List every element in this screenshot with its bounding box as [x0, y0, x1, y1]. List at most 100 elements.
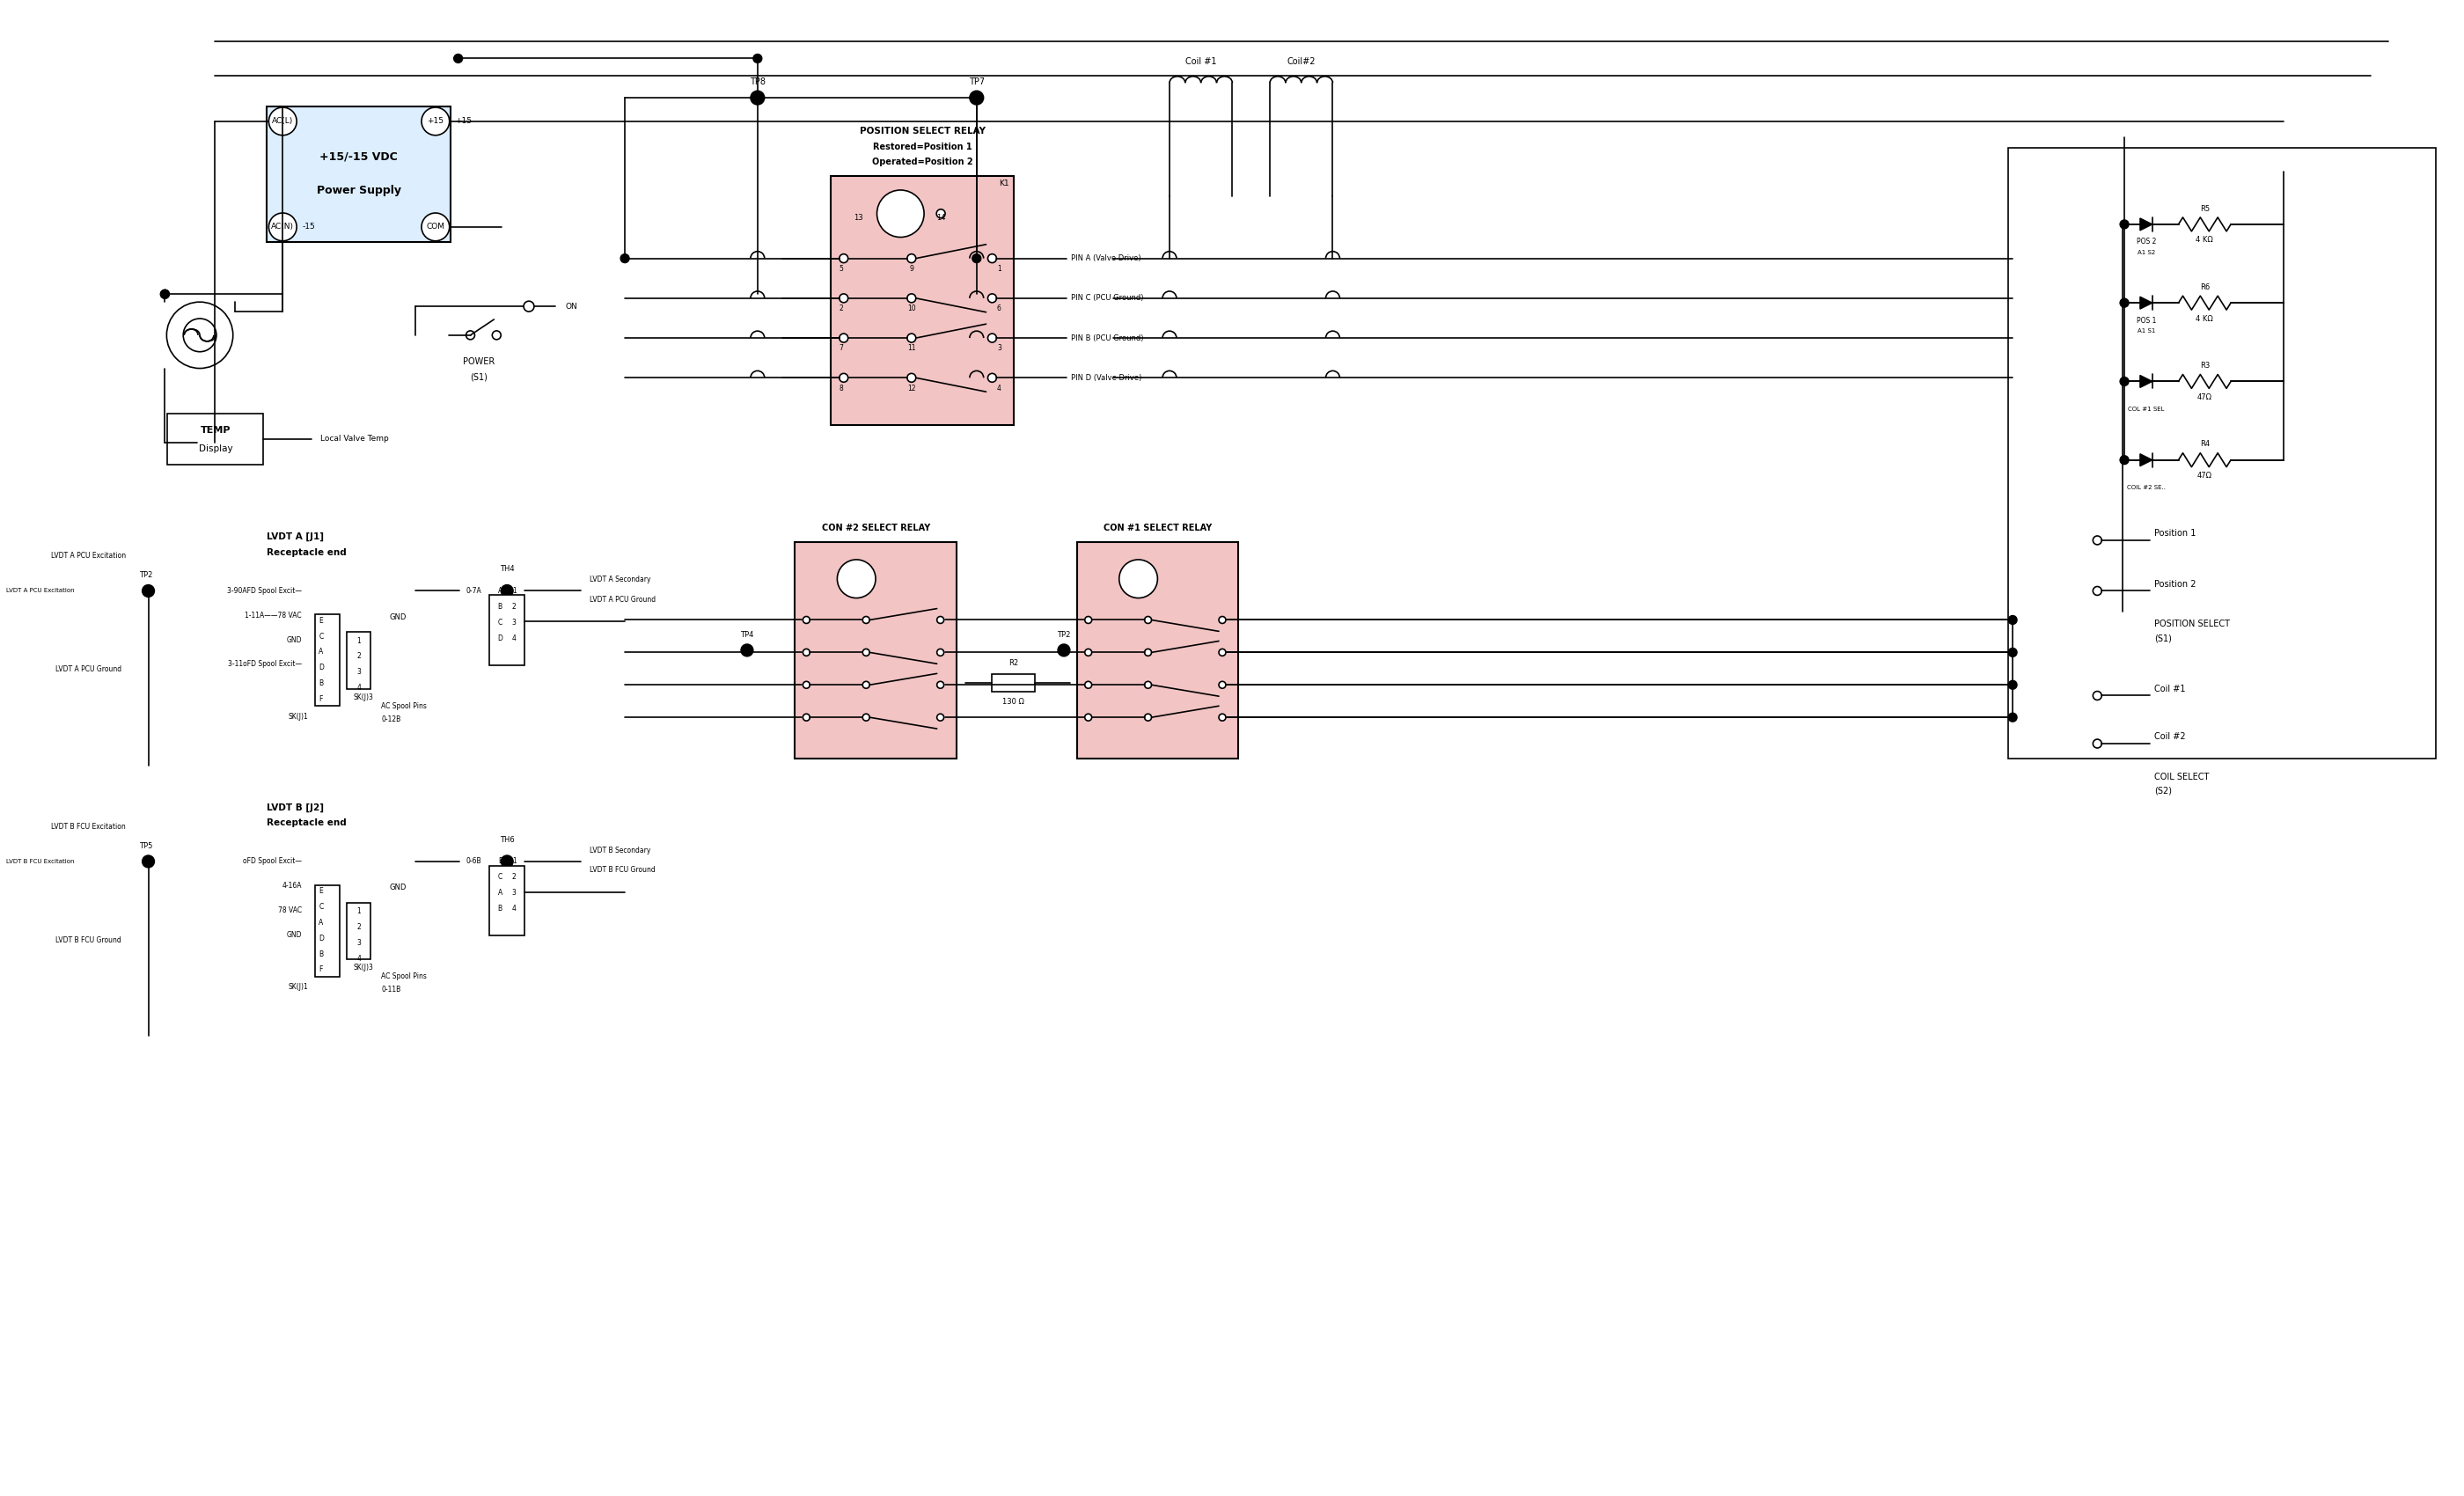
- Text: +15: +15: [456, 117, 471, 126]
- Text: 2: 2: [838, 305, 843, 313]
- Circle shape: [1119, 560, 1158, 598]
- Text: A1 S2: A1 S2: [2136, 250, 2156, 254]
- Circle shape: [1084, 649, 1092, 655]
- Text: 4 KΩ: 4 KΩ: [2195, 236, 2213, 244]
- Text: A: A: [498, 889, 503, 896]
- Circle shape: [493, 331, 500, 340]
- Text: 4: 4: [998, 384, 1000, 392]
- Polygon shape: [2141, 375, 2151, 387]
- Text: Display: Display: [200, 444, 232, 453]
- Text: E: E: [498, 857, 503, 865]
- Circle shape: [2119, 220, 2129, 229]
- Circle shape: [1220, 714, 1225, 721]
- Circle shape: [1146, 649, 1151, 655]
- Text: 0-7A: 0-7A: [466, 586, 480, 595]
- Circle shape: [2008, 681, 2018, 690]
- Text: C: C: [318, 633, 323, 640]
- Circle shape: [1146, 681, 1151, 688]
- Circle shape: [1220, 616, 1225, 624]
- Text: 4: 4: [357, 954, 360, 962]
- Circle shape: [2092, 691, 2102, 700]
- Text: TH4: TH4: [500, 565, 515, 573]
- Circle shape: [838, 560, 875, 598]
- Bar: [991, 675, 1035, 691]
- Circle shape: [862, 649, 870, 655]
- Circle shape: [862, 714, 870, 721]
- Circle shape: [1220, 649, 1225, 655]
- Text: B: B: [498, 905, 503, 913]
- Text: 1: 1: [513, 586, 515, 595]
- Text: PIN C (PCU Ground): PIN C (PCU Ground): [1072, 295, 1143, 302]
- Text: AC(N): AC(N): [271, 223, 293, 230]
- Circle shape: [143, 585, 155, 597]
- Circle shape: [907, 293, 917, 302]
- Text: Coil #1: Coil #1: [1185, 57, 1217, 66]
- Text: A: A: [318, 648, 323, 655]
- Circle shape: [862, 616, 870, 624]
- Bar: [266, 106, 451, 242]
- Circle shape: [1146, 714, 1151, 721]
- Circle shape: [1146, 616, 1151, 624]
- Text: TP5: TP5: [138, 842, 153, 850]
- Text: Coil#2: Coil#2: [1286, 57, 1316, 66]
- Circle shape: [988, 254, 995, 263]
- Text: 3: 3: [357, 938, 360, 947]
- Text: COM: COM: [426, 223, 444, 230]
- Text: +15: +15: [426, 117, 444, 126]
- Text: TP2: TP2: [1057, 631, 1072, 639]
- Text: TP2: TP2: [138, 571, 153, 579]
- Text: LVDT A [J1]: LVDT A [J1]: [266, 533, 325, 542]
- Text: 4: 4: [513, 634, 515, 642]
- Circle shape: [2092, 739, 2102, 748]
- Bar: [796, 542, 956, 758]
- Text: 3: 3: [998, 344, 1000, 353]
- Text: 0-6B: 0-6B: [466, 857, 480, 865]
- Circle shape: [168, 302, 234, 368]
- Circle shape: [453, 54, 463, 63]
- Text: A: A: [318, 919, 323, 926]
- Text: TP4: TP4: [739, 631, 754, 639]
- Circle shape: [936, 714, 944, 721]
- Text: LVDT B [J2]: LVDT B [J2]: [266, 803, 325, 812]
- Circle shape: [2119, 299, 2129, 307]
- Text: PIN B (PCU Ground): PIN B (PCU Ground): [1072, 334, 1143, 343]
- Text: 3: 3: [513, 618, 515, 627]
- Text: 4: 4: [357, 684, 360, 691]
- Bar: [1077, 542, 1239, 758]
- Circle shape: [973, 254, 981, 263]
- Text: Coil #1: Coil #1: [2154, 684, 2186, 693]
- Text: Receptacle end: Receptacle end: [266, 818, 347, 827]
- Text: GND: GND: [389, 613, 407, 621]
- Text: (S1): (S1): [471, 373, 488, 381]
- Circle shape: [1084, 681, 1092, 688]
- Text: (S1): (S1): [2154, 634, 2171, 642]
- Text: SK(J)3: SK(J)3: [352, 963, 375, 972]
- Text: C: C: [498, 874, 503, 881]
- Circle shape: [936, 681, 944, 688]
- Text: LVDT B FCU Excitation: LVDT B FCU Excitation: [52, 823, 126, 830]
- Text: COL #1 SEL: COL #1 SEL: [2129, 407, 2163, 411]
- Circle shape: [2008, 648, 2018, 657]
- Circle shape: [840, 293, 848, 302]
- Text: Position 1: Position 1: [2154, 530, 2195, 537]
- Text: 0-12B: 0-12B: [382, 715, 402, 723]
- Text: 3-11oFD Spool Excit—: 3-11oFD Spool Excit—: [227, 660, 303, 669]
- Text: Restored=Position 1: Restored=Position 1: [872, 142, 973, 151]
- Text: POS 1: POS 1: [2136, 316, 2156, 325]
- Text: TP7: TP7: [968, 78, 986, 87]
- Circle shape: [752, 91, 764, 105]
- Text: B: B: [318, 950, 323, 957]
- Text: 47Ω: 47Ω: [2198, 471, 2213, 480]
- Circle shape: [803, 649, 811, 655]
- Circle shape: [803, 681, 811, 688]
- Text: 7: 7: [838, 344, 843, 353]
- Text: E: E: [318, 887, 323, 895]
- Text: GND: GND: [286, 636, 303, 643]
- Text: POWER: POWER: [463, 358, 495, 365]
- Text: SK(J)1: SK(J)1: [288, 983, 308, 992]
- Circle shape: [2092, 536, 2102, 545]
- Bar: [347, 631, 372, 688]
- Circle shape: [754, 54, 761, 63]
- Circle shape: [2119, 377, 2129, 386]
- Text: 2: 2: [357, 652, 360, 660]
